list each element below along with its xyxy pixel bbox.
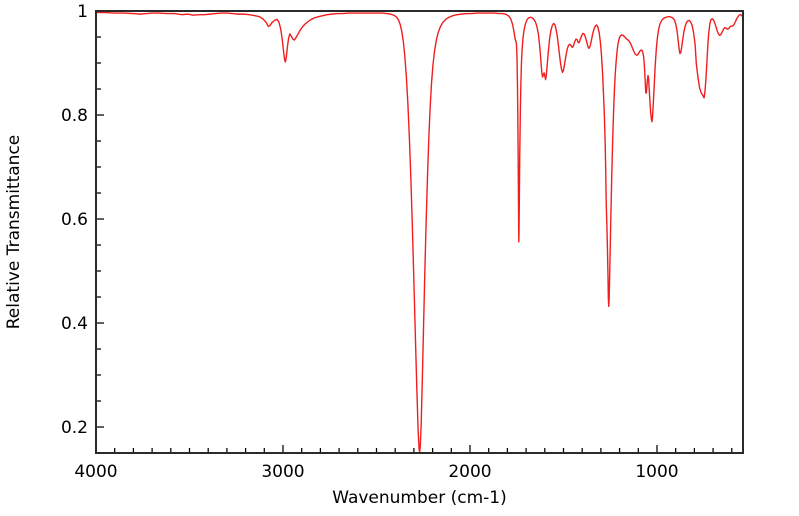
x-tick-label: 2000 — [448, 462, 491, 482]
y-tick-label: 0.6 — [61, 210, 88, 230]
x-axis-minor-ticks — [114, 448, 733, 453]
y-tick-label: 0.8 — [61, 106, 88, 126]
x-axis-tick-labels: 4000 3000 2000 1000 — [74, 462, 678, 482]
spectrum-line — [95, 11, 744, 453]
y-tick-label: 0.4 — [61, 314, 88, 334]
y-axis-major-ticks — [96, 10, 104, 428]
x-axis-title: Wavenumber (cm-1) — [332, 488, 507, 508]
y-axis-tick-labels: 1 0.8 0.6 0.4 0.2 — [61, 2, 88, 438]
x-tick-label: 3000 — [261, 462, 304, 482]
x-tick-label: 4000 — [74, 462, 117, 482]
x-tick-label: 1000 — [635, 462, 678, 482]
y-tick-label: 1 — [77, 2, 88, 22]
y-tick-label: 0.2 — [61, 418, 88, 438]
y-axis-title: Relative Transmittance — [4, 135, 24, 330]
plot-border — [95, 10, 744, 454]
